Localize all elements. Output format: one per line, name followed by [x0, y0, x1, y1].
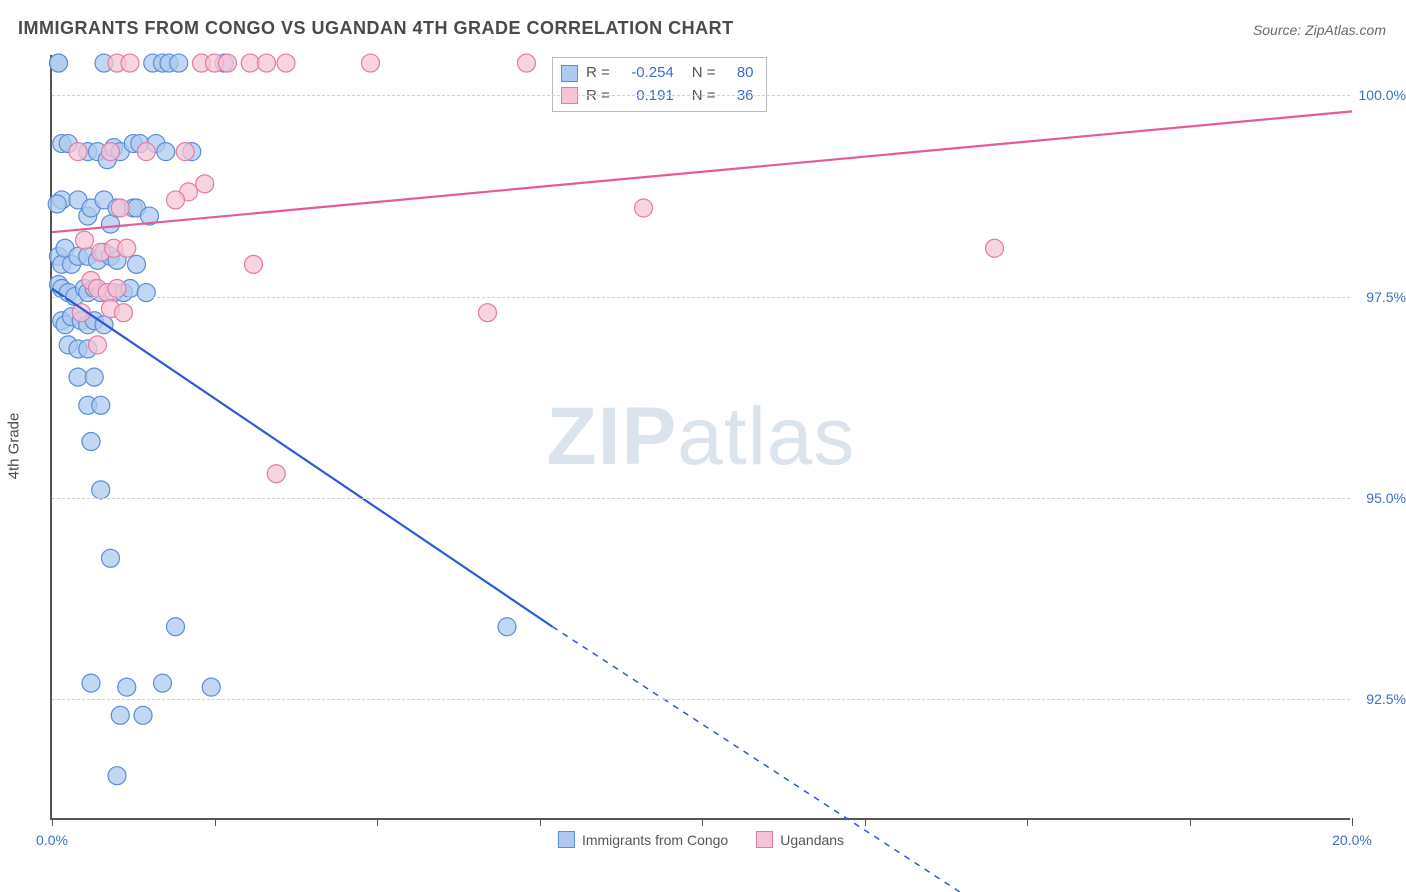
scatter-point-congo	[102, 549, 120, 567]
scatter-point-ugandans	[111, 199, 129, 217]
x-tick-label: 0.0%	[36, 832, 68, 848]
stats-row: R = -0.254 N = 80	[561, 62, 754, 85]
scatter-point-ugandans	[267, 465, 285, 483]
y-tick-label: 95.0%	[1356, 490, 1406, 506]
gridline	[52, 699, 1350, 700]
legend-item: Ugandans	[756, 831, 844, 848]
stat-r-label: R =	[586, 62, 610, 85]
scatter-point-ugandans	[362, 54, 380, 72]
x-tick	[702, 818, 703, 826]
x-tick	[1190, 818, 1191, 826]
scatter-point-ugandans	[635, 199, 653, 217]
scatter-point-congo	[157, 143, 175, 161]
regression-line-dash-congo	[553, 627, 1060, 892]
x-tick	[540, 818, 541, 826]
x-tick	[1352, 818, 1353, 826]
bottom-legend: Immigrants from Congo Ugandans	[558, 831, 844, 848]
x-tick	[865, 818, 866, 826]
scatter-point-congo	[48, 195, 66, 213]
scatter-point-congo	[111, 706, 129, 724]
scatter-point-congo	[202, 678, 220, 696]
gridline	[52, 498, 1350, 499]
y-tick-label: 92.5%	[1356, 691, 1406, 707]
x-tick	[215, 818, 216, 826]
legend-item: Immigrants from Congo	[558, 831, 728, 848]
scatter-point-congo	[82, 674, 100, 692]
y-tick-label: 100.0%	[1356, 87, 1406, 103]
scatter-point-ugandans	[219, 54, 237, 72]
regression-line-congo	[52, 289, 553, 627]
scatter-point-congo	[128, 255, 146, 273]
scatter-point-ugandans	[89, 336, 107, 354]
legend-swatch	[561, 65, 578, 82]
stat-n-value: 80	[724, 62, 754, 85]
gridline	[52, 297, 1350, 298]
source-label: Source: ZipAtlas.com	[1253, 22, 1386, 38]
scatter-point-ugandans	[121, 54, 139, 72]
x-tick	[1027, 818, 1028, 826]
scatter-point-congo	[85, 368, 103, 386]
scatter-point-congo	[82, 433, 100, 451]
scatter-point-ugandans	[986, 239, 1004, 257]
y-axis-title: 4th Grade	[6, 413, 23, 480]
y-tick-label: 97.5%	[1356, 289, 1406, 305]
scatter-point-ugandans	[118, 239, 136, 257]
scatter-point-ugandans	[137, 143, 155, 161]
scatter-point-ugandans	[108, 280, 126, 298]
plot-area: ZIPatlas R =-0.254N =80R =0.191N =36 Imm…	[50, 55, 1350, 820]
scatter-point-ugandans	[76, 231, 94, 249]
scatter-point-congo	[498, 618, 516, 636]
stat-r-value: -0.254	[618, 62, 674, 85]
scatter-point-ugandans	[277, 54, 295, 72]
scatter-point-ugandans	[176, 143, 194, 161]
scatter-point-congo	[134, 706, 152, 724]
scatter-point-congo	[69, 368, 87, 386]
scatter-point-ugandans	[167, 191, 185, 209]
scatter-point-congo	[92, 396, 110, 414]
legend-swatch	[756, 831, 773, 848]
gridline	[52, 95, 1350, 96]
scatter-point-congo	[108, 767, 126, 785]
x-tick	[52, 818, 53, 826]
scatter-point-ugandans	[518, 54, 536, 72]
scatter-point-congo	[118, 678, 136, 696]
scatter-point-ugandans	[479, 304, 497, 322]
scatter-point-ugandans	[102, 143, 120, 161]
scatter-point-congo	[137, 284, 155, 302]
scatter-point-congo	[167, 618, 185, 636]
chart-svg	[52, 55, 1350, 818]
scatter-point-ugandans	[241, 54, 259, 72]
legend-swatch	[558, 831, 575, 848]
x-tick	[377, 818, 378, 826]
scatter-point-congo	[154, 674, 172, 692]
scatter-point-congo	[170, 54, 188, 72]
scatter-point-ugandans	[258, 54, 276, 72]
scatter-point-congo	[92, 481, 110, 499]
regression-line-ugandans	[52, 111, 1352, 232]
scatter-point-ugandans	[115, 304, 133, 322]
stats-box: R =-0.254N =80R =0.191N =36	[552, 57, 767, 112]
scatter-point-ugandans	[245, 255, 263, 273]
scatter-point-congo	[102, 215, 120, 233]
scatter-point-congo	[50, 54, 68, 72]
legend-label: Ugandans	[780, 832, 844, 848]
scatter-point-ugandans	[69, 143, 87, 161]
stat-n-label: N =	[692, 62, 716, 85]
x-tick-label: 20.0%	[1332, 832, 1372, 848]
scatter-point-ugandans	[196, 175, 214, 193]
legend-label: Immigrants from Congo	[582, 832, 728, 848]
chart-title: IMMIGRANTS FROM CONGO VS UGANDAN 4TH GRA…	[18, 18, 734, 39]
